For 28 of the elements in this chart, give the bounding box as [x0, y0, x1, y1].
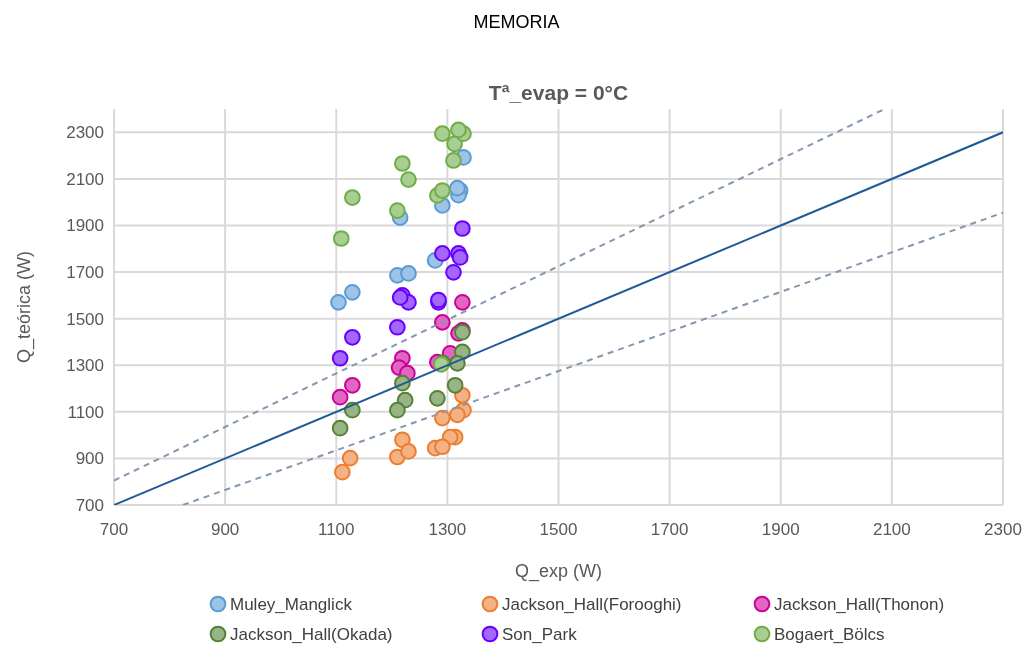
x-tick-label: 900 — [210, 520, 240, 539]
y-tick-label: 1300 — [66, 356, 104, 376]
x-tick-label: 2100 — [872, 520, 911, 539]
y-axis-title: Q_teórica (W) — [14, 250, 35, 364]
x-tick-label: 700 — [99, 520, 129, 539]
legend-label: Bogaert_Bölcs — [774, 625, 885, 644]
y-tick-label: 2100 — [66, 169, 104, 189]
legend-label: Son_Park — [502, 625, 578, 644]
x-tick-label: 1100 — [317, 520, 355, 539]
legend-label: Muley_Manglick — [230, 595, 353, 614]
x-tick-label: 2300 — [984, 520, 1022, 539]
legend-label: Jackson_Hall(Thonon) — [774, 595, 945, 614]
x-axis-title: Q_exp (W) — [514, 561, 603, 582]
y-tick-label: 1700 — [66, 263, 104, 283]
y-tick-label: 900 — [75, 449, 104, 469]
x-tick-label: 1700 — [650, 520, 689, 539]
y-tick-label: 1900 — [66, 216, 104, 236]
chart-title: Tª_evap = 0°C — [488, 81, 629, 104]
x-tick-label: 1900 — [761, 520, 800, 539]
y-tick-label: 1100 — [67, 402, 104, 422]
x-tick-label: 1500 — [539, 520, 578, 539]
y-tick-label: 700 — [75, 496, 104, 515]
legend-label: Jackson_Hall(Forooghi) — [502, 595, 682, 614]
legend-label: Jackson_Hall(Okada) — [230, 625, 393, 644]
y-tick-label: 2300 — [66, 123, 104, 143]
text: MEMORIA — [473, 12, 560, 32]
x-tick-label: 1300 — [428, 520, 467, 539]
y-tick-label: 1500 — [66, 309, 104, 329]
